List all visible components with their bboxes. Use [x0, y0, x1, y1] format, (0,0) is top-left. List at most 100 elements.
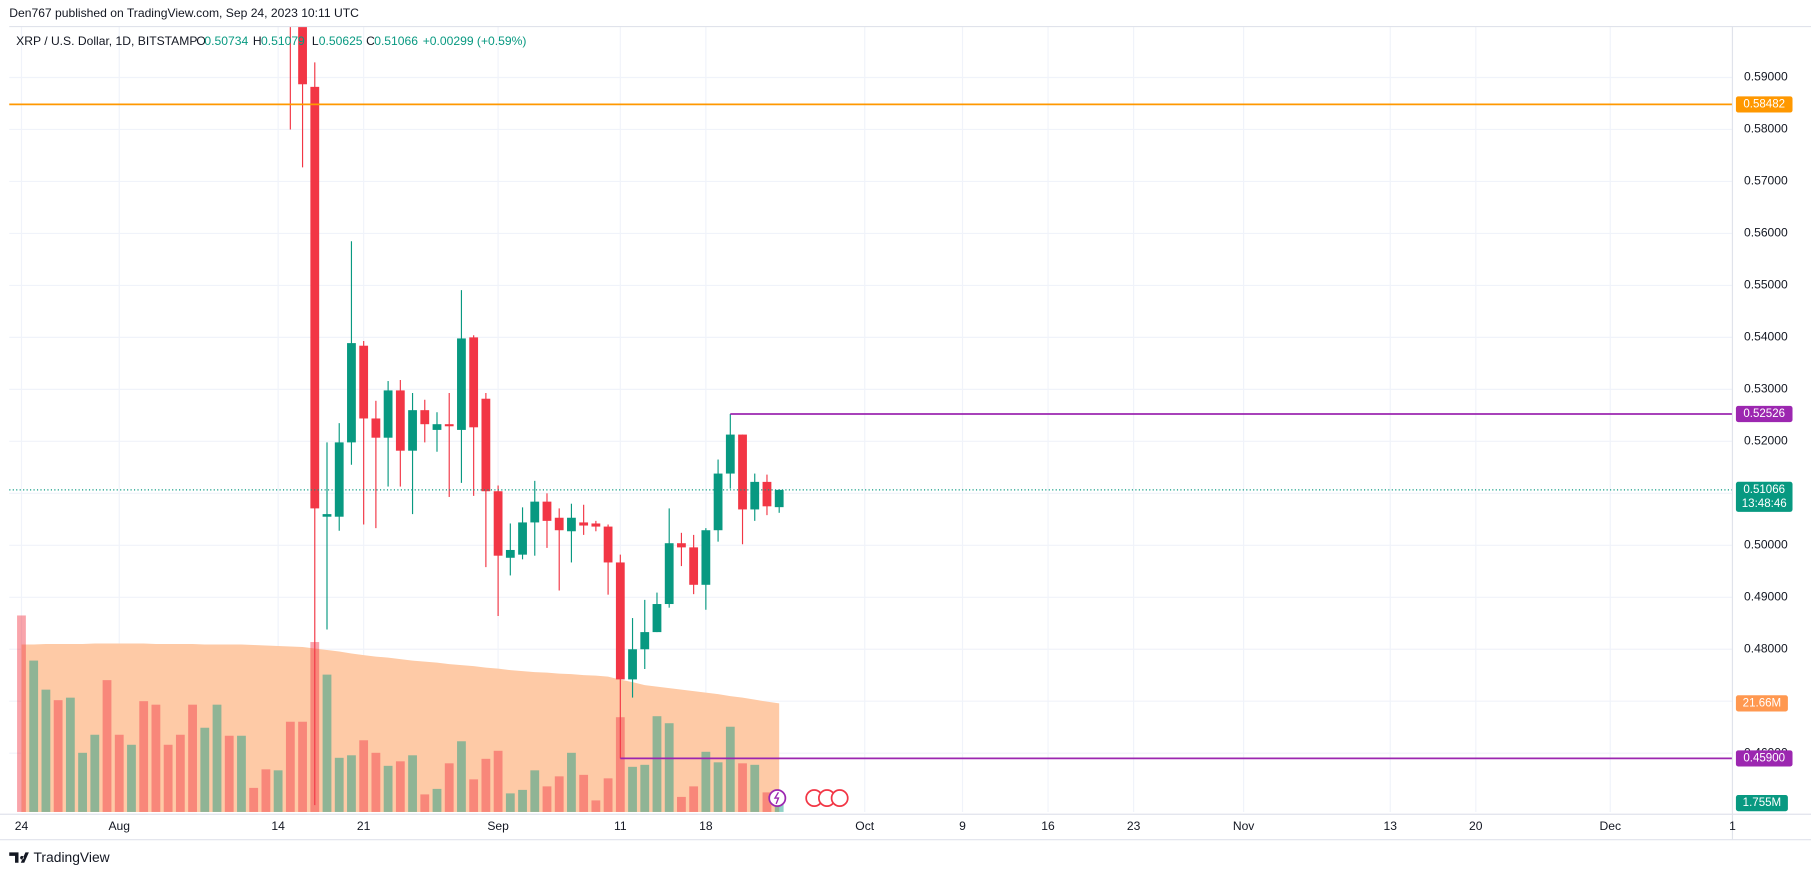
volume-bar	[322, 674, 332, 812]
volume-bar	[481, 758, 491, 812]
candle-body	[713, 473, 723, 531]
brand: TradingView	[34, 849, 111, 865]
high-value: 0.51079	[261, 34, 305, 48]
volume-bar	[420, 794, 430, 812]
x-tick-label: 20	[1469, 819, 1483, 833]
x-tick-label: 1	[1729, 819, 1736, 833]
candle-body	[420, 410, 430, 425]
x-tick-label: Aug	[108, 819, 130, 833]
candle-body	[554, 517, 564, 531]
candle-body	[469, 337, 479, 428]
candle-body	[457, 338, 466, 430]
close-value: 0.51066	[374, 34, 418, 48]
volume-bar	[127, 744, 136, 812]
volume-bar	[518, 789, 527, 812]
high-label: H	[253, 34, 262, 48]
candle-body	[701, 530, 711, 585]
volume-bar	[383, 765, 393, 812]
publisher: Den767 published on TradingView.com, Sep…	[9, 6, 359, 20]
candle-body	[347, 343, 356, 443]
volume-bar	[591, 800, 601, 812]
candle-body	[567, 517, 576, 532]
volume-bar	[347, 755, 356, 812]
volume-bar	[41, 689, 51, 812]
volume-bar	[738, 763, 747, 812]
open-value: 0.50734	[204, 34, 248, 48]
volume-bar	[139, 701, 149, 812]
candle-body	[689, 547, 699, 585]
open-label: O	[196, 34, 205, 48]
volume-bar	[530, 770, 540, 812]
x-tick-label: 18	[699, 819, 713, 833]
y-tick-label: 0.54000	[1744, 330, 1788, 344]
candle-body	[640, 632, 650, 650]
level-tag-text: 0.52526	[1743, 408, 1785, 420]
level-tag	[1735, 750, 1793, 767]
candle-body	[603, 526, 613, 563]
volume-bar	[285, 721, 295, 812]
event-flag[interactable]	[830, 789, 849, 808]
y-tick-label: 0.52000	[1744, 434, 1788, 448]
candle-body	[542, 501, 552, 521]
candle-body	[725, 434, 735, 474]
candle-body	[615, 562, 625, 680]
volume-bar	[457, 741, 466, 812]
volume-bar	[444, 763, 454, 812]
volume-tag-text: 1.755M	[1743, 797, 1781, 809]
x-tick-label: 24	[15, 819, 29, 833]
volume-bar	[359, 740, 369, 812]
candle-body	[395, 390, 405, 451]
volume-bar	[200, 727, 210, 812]
price-tags: 0.58482 0.52526 0.45900 0.51066 13:48:46 21.6…	[1735, 96, 1793, 812]
volume-pane	[17, 615, 784, 812]
x-tick-label: 16	[1041, 819, 1055, 833]
level-tag-text: 0.58482	[1743, 98, 1785, 110]
volume-bar	[395, 761, 405, 812]
volume-bar	[689, 786, 699, 812]
volume-tag	[1735, 795, 1788, 812]
volume-bar	[65, 697, 75, 812]
volume-bar	[261, 769, 271, 812]
x-tick-label: 9	[959, 819, 966, 833]
candle-body	[677, 543, 686, 548]
y-tick-label: 0.48000	[1744, 641, 1788, 655]
volume-bar	[237, 735, 246, 812]
low-value: 0.50625	[319, 34, 363, 48]
volume-bar	[652, 716, 662, 812]
volume-bar	[713, 762, 723, 812]
x-tick-label: Sep	[487, 819, 509, 833]
volume-bar	[249, 787, 259, 812]
volume-bar	[17, 615, 26, 812]
x-tick-label: 13	[1384, 819, 1398, 833]
volume-bar	[371, 752, 381, 812]
y-tick-label: 0.57000	[1744, 174, 1788, 188]
x-tick-label: Oct	[855, 819, 874, 833]
volume-bar	[90, 734, 100, 812]
last-price-tag	[1735, 481, 1793, 512]
volume-bar	[762, 792, 772, 812]
y-tick-label: 0.49000	[1744, 589, 1788, 603]
logo	[9, 852, 29, 863]
x-tick-label: 21	[357, 819, 371, 833]
candle-body	[298, 26, 307, 85]
level-tag-text: 0.45900	[1743, 752, 1785, 764]
candle-body	[774, 489, 784, 508]
volume-bar	[53, 700, 63, 812]
candle-body	[518, 522, 527, 555]
lightning	[773, 791, 780, 805]
x-tick-label: Dec	[1599, 819, 1621, 833]
y-tick-label: 0.59000	[1744, 70, 1788, 84]
y-tick-label: 0.53000	[1744, 382, 1788, 396]
volume-bar	[298, 721, 307, 812]
volume-bar	[102, 680, 112, 812]
volume-tag-text: 21.66M	[1743, 697, 1781, 709]
candle-body	[628, 649, 637, 680]
candle-body	[432, 424, 442, 430]
candles	[289, 26, 784, 806]
volume-bar	[175, 734, 185, 812]
close-label: C	[366, 34, 375, 48]
candle-body	[444, 424, 454, 427]
countdown: 13:48:46	[1742, 498, 1787, 510]
